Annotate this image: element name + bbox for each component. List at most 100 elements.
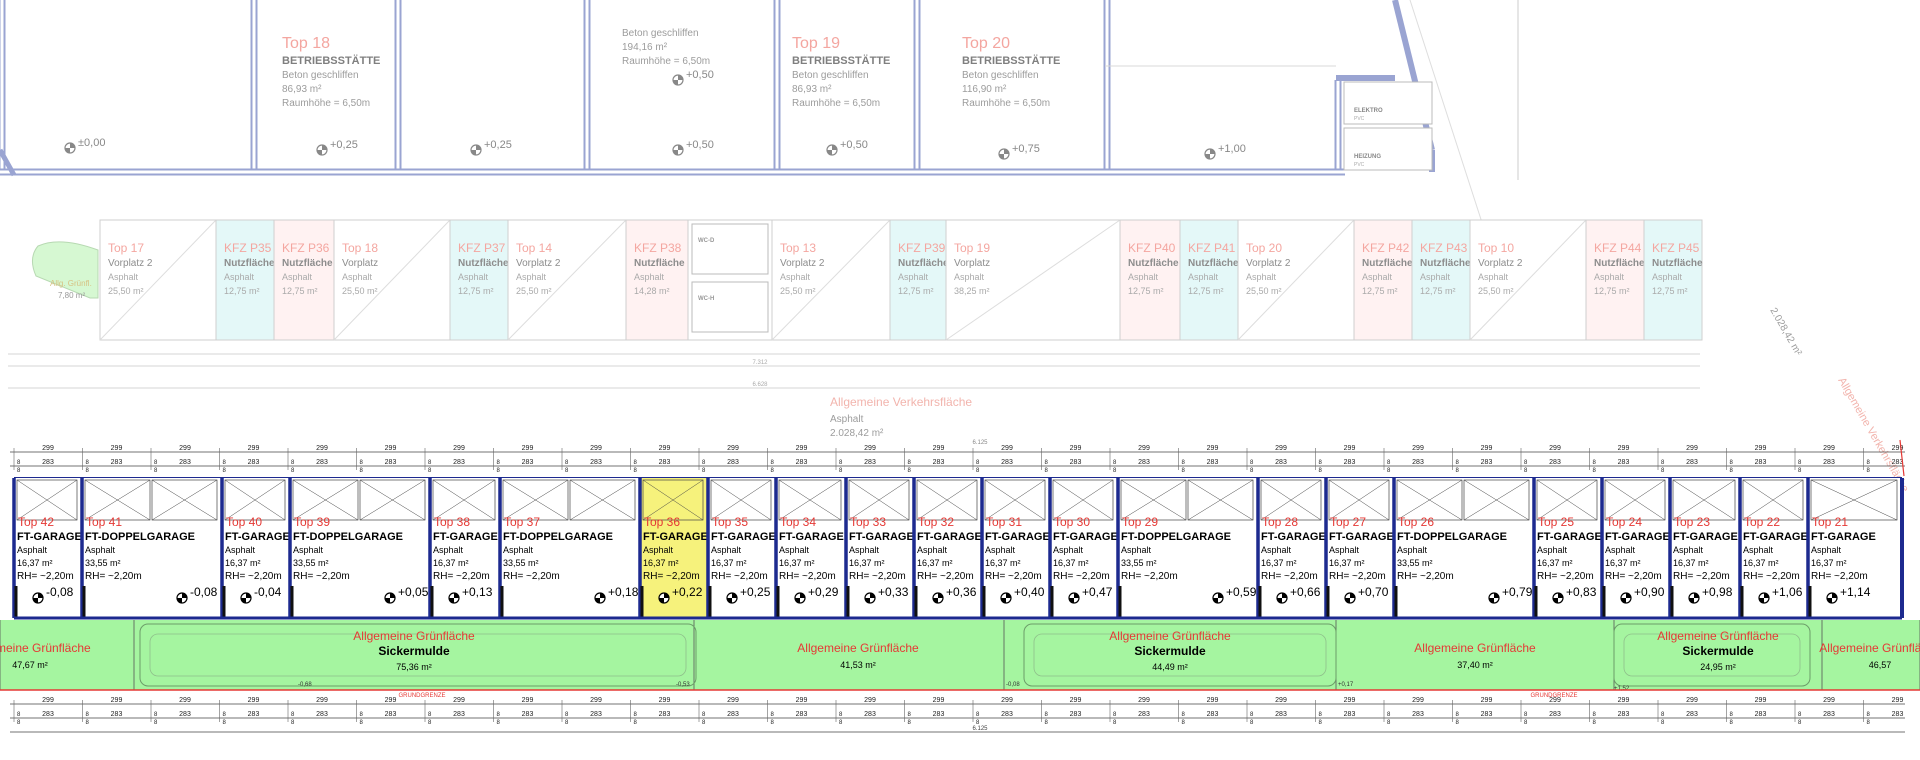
level-marker: +0,40 [1000, 585, 1045, 604]
dimension-value: 283 [1207, 459, 1219, 466]
dimension-value: 8 [17, 460, 21, 466]
vehicle-box-cross [1396, 479, 1463, 521]
dimension-value: 299 [1755, 445, 1767, 452]
forecourt-title: Top 14 [516, 241, 552, 255]
garage-unit: Top 39 FT-DOPPELGARAGE Asphalt 33,55 m² RH= … [288, 478, 430, 618]
forecourt-material: Asphalt [516, 272, 547, 282]
dimension-value: 299 [1481, 445, 1493, 452]
small-green-area [32, 241, 99, 299]
forecourt-cell-bg [273, 219, 335, 341]
dimension-value: 283 [1275, 711, 1287, 718]
garage-material: Asphalt [1329, 545, 1360, 555]
dimension-value: 8 [976, 460, 980, 466]
forecourt-area: 25,50 m² [108, 286, 144, 296]
dimension-value: 8 [565, 460, 569, 466]
garage-material: Asphalt [917, 545, 948, 555]
forecourt-cell-bg [1353, 219, 1413, 341]
dimension-value: 283 [522, 459, 534, 466]
dimension-value: 8 [360, 460, 364, 466]
level-value: +0,25 [330, 139, 358, 151]
level-marker: +0,70 [1344, 585, 1389, 604]
hall-height: Raumhöhe = 6,50m [282, 98, 370, 109]
level-value: -0,08 [190, 585, 218, 599]
forecourt-cell: KFZ P40 Nutzfläche Asphalt 12,75 m² [1119, 219, 1181, 341]
forecourt-title: KFZ P37 [458, 241, 506, 255]
forecourt-title: KFZ P36 [282, 241, 330, 255]
dimension-value: 299 [590, 697, 602, 704]
garage-room-height: RH= ~2,20m [1673, 571, 1730, 582]
level-marker-icon [832, 145, 837, 150]
level-value: +0,36 [946, 585, 977, 599]
forecourt-title: Top 17 [108, 241, 144, 255]
garage-bg [1534, 478, 1602, 618]
forecourt-material: Asphalt [108, 272, 139, 282]
garage-area: 16,37 m² [1329, 558, 1365, 568]
forecourt-title: KFZ P44 [1594, 241, 1642, 255]
garage-room-height: RH= ~2,20m [1743, 571, 1800, 582]
level-marker: +0,98 [1688, 585, 1733, 604]
level-marker-icon [1759, 598, 1764, 603]
forecourt-title: Top 20 [1246, 241, 1282, 255]
hall-area: 86,93 m² [282, 84, 322, 95]
sickermulde-outline [149, 633, 687, 677]
dimension-value: 299 [1618, 445, 1630, 452]
garage-room-height: RH= ~2,20m [1397, 571, 1454, 582]
forecourt-material: Asphalt [1188, 272, 1219, 282]
dimension-value: 283 [1481, 459, 1493, 466]
dimension-value: 299 [727, 697, 739, 704]
vehicle-box [1260, 479, 1322, 521]
garage-top-number: Top 39 [294, 515, 330, 529]
level-value: +1,00 [1218, 143, 1246, 155]
forecourt-area: 38,25 m² [954, 286, 990, 296]
dimension-value: 283 [179, 711, 191, 718]
level-value: +0,50 [686, 69, 714, 81]
dimension-value: 299 [933, 697, 945, 704]
garage-area: 16,37 m² [1743, 558, 1779, 568]
dimension-value: 299 [42, 697, 54, 704]
vehicle-box [1742, 479, 1804, 521]
dimension-value: 8 [1524, 720, 1528, 726]
dimension-value: 283 [1755, 459, 1767, 466]
dimension-value: 8 [1593, 460, 1597, 466]
dimension-value: 8 [428, 460, 432, 466]
dimension-value: 8 [1798, 720, 1802, 726]
vehicle-box [1120, 479, 1187, 521]
vehicle-box [84, 479, 151, 521]
hall-label: Top 20 BETRIEBSSTÄTTE Beton geschliffen 116… [962, 35, 1060, 109]
vehicle-box-cross [710, 479, 772, 521]
forecourt-material: Asphalt [1128, 272, 1159, 282]
dimension-value: 283 [1892, 459, 1904, 466]
level-marker-icon [177, 598, 182, 603]
garage-type: FT-DOPPELGARAGE [293, 531, 403, 543]
garage-type: FT-GARAGE [433, 531, 498, 543]
vehicle-box [569, 479, 636, 521]
dimension-value: 299 [1001, 445, 1013, 452]
level-marker: +0,29 [794, 585, 839, 604]
vehicle-box-cross [1810, 479, 1898, 521]
dimension-value: 299 [385, 445, 397, 452]
dimension-value: 299 [522, 445, 534, 452]
dimension-value: 8 [17, 712, 21, 718]
level-value: -0,08 [46, 585, 74, 599]
garage-material: Asphalt [1605, 545, 1636, 555]
level-marker-icon [600, 593, 605, 598]
dimension-value: 8 [223, 460, 227, 466]
forecourt-subtitle: Nutzfläche [282, 258, 333, 269]
level-marker-icon [673, 80, 678, 85]
dimension-value: 283 [933, 711, 945, 718]
dimension-value: 299 [248, 697, 260, 704]
garage-type: FT-GARAGE [985, 531, 1050, 543]
dimension-value: 8 [1250, 468, 1254, 474]
room-floor: PVC [1354, 162, 1365, 168]
forecourt-subtitle: Nutzfläche [1128, 258, 1179, 269]
garage-material: Asphalt [1743, 545, 1774, 555]
level-value: +0,83 [1566, 585, 1597, 599]
level-marker: +0,50 [826, 139, 868, 156]
garage-type: FT-GARAGE [1743, 531, 1808, 543]
level-marker-icon [1210, 149, 1215, 154]
vehicle-box-cross [292, 479, 359, 521]
dimension-value: 8 [771, 460, 775, 466]
vehicle-box [292, 479, 359, 521]
forecourt-cell: Top 10 Vorplatz 2 Asphalt 25,50 m² [1469, 219, 1587, 341]
dimension-value: 8 [565, 712, 569, 718]
